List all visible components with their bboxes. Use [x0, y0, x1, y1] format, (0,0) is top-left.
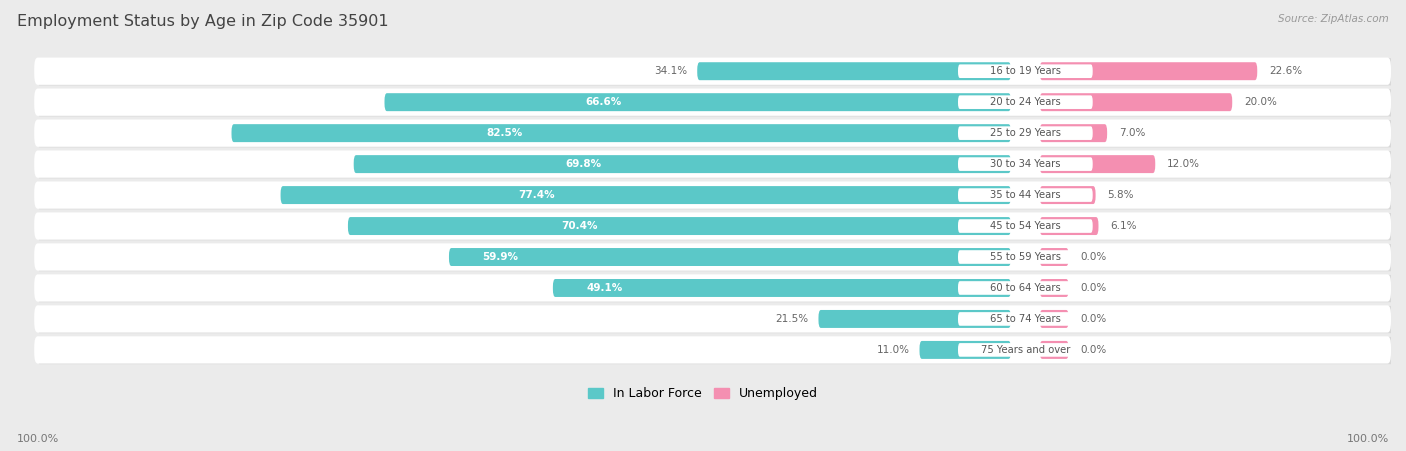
FancyBboxPatch shape	[232, 124, 1011, 142]
FancyBboxPatch shape	[39, 244, 1396, 271]
FancyBboxPatch shape	[1040, 217, 1098, 235]
FancyBboxPatch shape	[1040, 279, 1069, 297]
FancyBboxPatch shape	[39, 58, 1396, 85]
FancyBboxPatch shape	[39, 151, 1396, 178]
FancyBboxPatch shape	[281, 186, 1011, 204]
Text: 45 to 54 Years: 45 to 54 Years	[990, 221, 1060, 231]
Text: 7.0%: 7.0%	[1119, 128, 1144, 138]
FancyBboxPatch shape	[957, 250, 1092, 264]
Text: 75 Years and over: 75 Years and over	[980, 345, 1070, 355]
FancyBboxPatch shape	[1040, 93, 1232, 111]
FancyBboxPatch shape	[1040, 341, 1069, 359]
FancyBboxPatch shape	[1040, 124, 1107, 142]
FancyBboxPatch shape	[34, 151, 1391, 178]
FancyBboxPatch shape	[957, 126, 1092, 140]
FancyBboxPatch shape	[957, 343, 1092, 357]
Text: 60 to 64 Years: 60 to 64 Years	[990, 283, 1060, 293]
Text: 0.0%: 0.0%	[1080, 252, 1107, 262]
FancyBboxPatch shape	[1040, 186, 1095, 204]
Text: 59.9%: 59.9%	[482, 252, 519, 262]
FancyBboxPatch shape	[1040, 62, 1257, 80]
FancyBboxPatch shape	[39, 89, 1396, 116]
Text: 77.4%: 77.4%	[517, 190, 554, 200]
Text: 55 to 59 Years: 55 to 59 Years	[990, 252, 1062, 262]
Text: Source: ZipAtlas.com: Source: ZipAtlas.com	[1278, 14, 1389, 23]
FancyBboxPatch shape	[957, 219, 1092, 233]
FancyBboxPatch shape	[697, 62, 1011, 80]
Text: 30 to 34 Years: 30 to 34 Years	[990, 159, 1060, 169]
FancyBboxPatch shape	[957, 95, 1092, 109]
FancyBboxPatch shape	[1040, 155, 1156, 173]
Text: Employment Status by Age in Zip Code 35901: Employment Status by Age in Zip Code 359…	[17, 14, 388, 28]
Text: 35 to 44 Years: 35 to 44 Years	[990, 190, 1060, 200]
FancyBboxPatch shape	[384, 93, 1011, 111]
FancyBboxPatch shape	[39, 275, 1396, 302]
Text: 12.0%: 12.0%	[1167, 159, 1199, 169]
Text: 20.0%: 20.0%	[1244, 97, 1277, 107]
FancyBboxPatch shape	[34, 274, 1391, 302]
FancyBboxPatch shape	[39, 213, 1396, 240]
Text: 34.1%: 34.1%	[654, 66, 688, 76]
Text: 100.0%: 100.0%	[17, 434, 59, 444]
FancyBboxPatch shape	[354, 155, 1011, 173]
Text: 100.0%: 100.0%	[1347, 434, 1389, 444]
Text: 0.0%: 0.0%	[1080, 283, 1107, 293]
FancyBboxPatch shape	[34, 120, 1391, 147]
FancyBboxPatch shape	[34, 88, 1391, 116]
FancyBboxPatch shape	[39, 182, 1396, 209]
FancyBboxPatch shape	[347, 217, 1011, 235]
Text: 65 to 74 Years: 65 to 74 Years	[990, 314, 1060, 324]
FancyBboxPatch shape	[553, 279, 1011, 297]
Text: 25 to 29 Years: 25 to 29 Years	[990, 128, 1062, 138]
FancyBboxPatch shape	[957, 157, 1092, 171]
FancyBboxPatch shape	[957, 312, 1092, 326]
Text: 69.8%: 69.8%	[565, 159, 602, 169]
Text: 5.8%: 5.8%	[1107, 190, 1133, 200]
FancyBboxPatch shape	[957, 188, 1092, 202]
FancyBboxPatch shape	[34, 58, 1391, 85]
FancyBboxPatch shape	[920, 341, 1011, 359]
FancyBboxPatch shape	[34, 336, 1391, 364]
Text: 21.5%: 21.5%	[776, 314, 808, 324]
Text: 11.0%: 11.0%	[877, 345, 910, 355]
FancyBboxPatch shape	[39, 120, 1396, 147]
FancyBboxPatch shape	[39, 337, 1396, 364]
FancyBboxPatch shape	[957, 64, 1092, 78]
FancyBboxPatch shape	[1040, 248, 1069, 266]
Text: 82.5%: 82.5%	[486, 128, 523, 138]
Text: 66.6%: 66.6%	[586, 97, 621, 107]
FancyBboxPatch shape	[34, 244, 1391, 271]
Text: 6.1%: 6.1%	[1109, 221, 1136, 231]
FancyBboxPatch shape	[957, 281, 1092, 295]
FancyBboxPatch shape	[34, 212, 1391, 239]
FancyBboxPatch shape	[449, 248, 1011, 266]
Text: 22.6%: 22.6%	[1268, 66, 1302, 76]
Text: 49.1%: 49.1%	[586, 283, 623, 293]
Text: 20 to 24 Years: 20 to 24 Years	[990, 97, 1060, 107]
FancyBboxPatch shape	[1040, 310, 1069, 328]
Text: 16 to 19 Years: 16 to 19 Years	[990, 66, 1062, 76]
Text: 70.4%: 70.4%	[562, 221, 598, 231]
FancyBboxPatch shape	[39, 306, 1396, 333]
FancyBboxPatch shape	[818, 310, 1011, 328]
Text: 0.0%: 0.0%	[1080, 314, 1107, 324]
FancyBboxPatch shape	[34, 181, 1391, 209]
FancyBboxPatch shape	[34, 305, 1391, 332]
Legend: In Labor Force, Unemployed: In Labor Force, Unemployed	[583, 382, 823, 405]
Text: 0.0%: 0.0%	[1080, 345, 1107, 355]
